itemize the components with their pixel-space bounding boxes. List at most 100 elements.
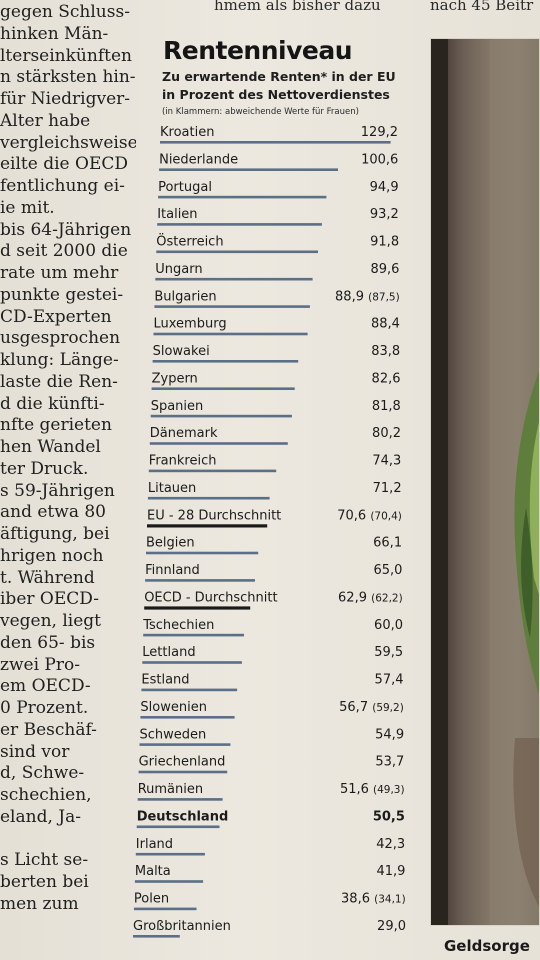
category-label: Spanien — [151, 399, 204, 414]
value-label-main: 88,9 — [335, 289, 368, 304]
bar — [141, 688, 238, 692]
bar — [140, 716, 235, 719]
article-text-line: äftigung, bei — [0, 524, 110, 544]
article-text-line: em OECD- — [0, 676, 91, 697]
article-text-line: nfte gerieten — [0, 415, 112, 436]
value-label: 66,1 — [373, 536, 402, 551]
category-label: Estland — [141, 673, 189, 688]
bar — [134, 880, 204, 883]
bar — [152, 360, 299, 363]
category-label: Irland — [136, 837, 173, 852]
value-label: 60,0 — [374, 618, 403, 633]
category-label: Belgien — [146, 536, 195, 551]
value-label-main: 62,9 — [338, 590, 371, 605]
category-label: Zypern — [152, 371, 198, 386]
female-value-label: (87,5) — [368, 291, 400, 303]
value-label: 88,9 (87,5) — [335, 289, 400, 304]
article-text-line: usgesprochen — [0, 328, 121, 349]
value-label: 74,3 — [372, 454, 401, 469]
bar — [154, 305, 310, 308]
female-value-label: (49,3) — [373, 784, 405, 796]
category-label: Polen — [134, 892, 169, 907]
bar — [153, 332, 308, 336]
article-text-line: zwei Pro- — [0, 654, 80, 675]
bar — [146, 551, 259, 555]
value-label: 82,6 — [372, 371, 401, 386]
category-label: Dänemark — [150, 426, 218, 441]
category-label: Malta — [135, 864, 171, 879]
chart-subtitle-line-1: Zu erwartende Renten* in der EU — [162, 69, 396, 84]
bar — [135, 852, 205, 856]
value-label: 129,2 — [361, 125, 398, 140]
value-label: 89,6 — [370, 262, 399, 277]
value-label: 83,8 — [371, 344, 400, 359]
female-value-label: (59,2) — [372, 702, 404, 714]
value-label: 80,2 — [372, 426, 401, 441]
category-label: OECD - Durchschnitt — [144, 590, 277, 605]
article-text-line: schechien, — [0, 785, 92, 805]
article-text-line: 0 Prozent. — [0, 698, 89, 718]
value-label-main: 56,7 — [339, 700, 372, 715]
article-text-line: sind vor — [0, 741, 70, 762]
photo — [430, 38, 540, 926]
female-value-label: (62,2) — [371, 592, 403, 604]
headline-fragment-right: nach 45 Beitr — [430, 0, 534, 14]
plant-photo-image — [430, 38, 540, 926]
article-text-line: den 65- bis — [0, 632, 96, 653]
value-label: 42,3 — [376, 837, 405, 852]
article-text-line: and etwa 80 — [0, 502, 106, 523]
article-text-line: CD-Experten — [0, 306, 112, 327]
bar — [136, 825, 220, 829]
category-label: Österreich — [156, 233, 223, 250]
article-text-line: hen Wandel — [0, 437, 101, 457]
article-text-line: laste die Ren- — [0, 371, 118, 392]
bar — [138, 770, 228, 774]
category-label: Großbritannien — [133, 919, 231, 934]
value-label: 51,6 (49,3) — [340, 782, 405, 797]
article-text-line: hinken Män- — [0, 23, 109, 44]
value-label: 93,2 — [370, 207, 399, 222]
article-text-line: t. Während — [0, 567, 95, 588]
category-label: EU - 28 Durchschnitt — [147, 508, 281, 523]
article-text-line: fentlichung ei- — [0, 176, 125, 196]
value-label: 91,8 — [370, 235, 399, 250]
category-label: Slowakei — [153, 344, 210, 359]
article-text-line: für Niedrigver- — [0, 89, 131, 109]
value-label: 41,9 — [376, 864, 405, 879]
bar — [144, 606, 251, 610]
photo-caption: Geldsorge — [444, 937, 530, 955]
bar — [145, 579, 255, 582]
value-label: 50,5 — [373, 810, 405, 825]
category-label: Slowenien — [140, 700, 207, 715]
chart-title: Rentenniveau — [163, 36, 353, 65]
value-label: 29,0 — [377, 919, 406, 934]
category-label: Deutschland — [137, 810, 229, 825]
article-text-line: ie mit. — [0, 197, 55, 218]
article-text-line: ter Druck. — [0, 458, 89, 479]
bar — [142, 661, 242, 664]
value-label: 62,9 (62,2) — [338, 590, 403, 605]
bar — [158, 195, 327, 199]
value-label: 88,4 — [371, 317, 400, 332]
bar — [147, 496, 270, 500]
bar — [137, 798, 223, 801]
category-label: Griechenland — [139, 755, 226, 770]
value-label: 54,9 — [375, 727, 404, 742]
article-text-line: s Licht se- — [0, 850, 89, 871]
article-text-line: d die künfti- — [0, 393, 105, 414]
value-label: 71,2 — [373, 481, 402, 496]
article-text-line: bis 64-Jährigen — [0, 219, 132, 240]
value-label: 94,9 — [370, 180, 399, 195]
article-text-line: lterseinkünften — [0, 45, 132, 66]
category-label: Schweden — [140, 727, 207, 742]
article-text-line: n stärksten hin- — [0, 67, 136, 88]
article-text-line: eland, Ja- — [0, 806, 81, 827]
bar — [159, 168, 338, 171]
article-text-line: hrigen noch — [0, 545, 104, 566]
bar — [147, 524, 268, 528]
category-label: Lettland — [142, 645, 195, 660]
value-label-main: 51,6 — [340, 782, 373, 797]
bar — [133, 935, 180, 938]
value-label-main: 70,6 — [337, 508, 370, 523]
